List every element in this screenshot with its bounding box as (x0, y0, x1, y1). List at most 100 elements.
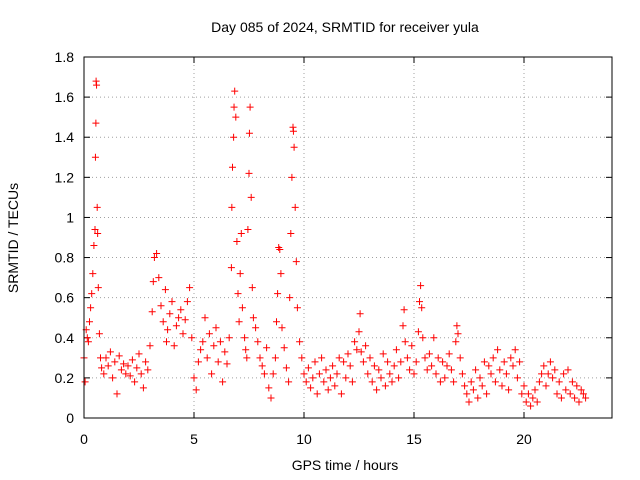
data-point (443, 362, 451, 370)
data-point (124, 362, 132, 370)
data-point (183, 298, 191, 306)
data-point (318, 354, 326, 362)
data-point (436, 378, 444, 386)
chart-title: Day 085 of 2024, SRMTID for receiver yul… (211, 19, 479, 35)
data-point (520, 382, 528, 390)
data-point (280, 344, 288, 352)
data-point (219, 378, 227, 386)
data-point (324, 386, 332, 394)
data-point (560, 370, 568, 378)
data-point (414, 328, 422, 336)
data-point (423, 366, 431, 374)
data-point (172, 322, 180, 330)
data-point (190, 374, 198, 382)
data-point (540, 362, 548, 370)
data-point (137, 370, 145, 378)
data-point (93, 203, 101, 211)
data-point (233, 238, 241, 246)
data-point (467, 378, 475, 386)
data-point (452, 338, 460, 346)
data-point (529, 394, 537, 402)
data-point (340, 358, 348, 366)
data-point (139, 384, 147, 392)
plot-frame (83, 56, 613, 419)
data-point (509, 362, 517, 370)
data-point (91, 153, 99, 161)
data-point (450, 378, 458, 386)
x-axis-label: GPS time / hours (292, 457, 399, 473)
data-point (461, 382, 469, 390)
data-point (518, 390, 526, 398)
data-point (265, 384, 273, 392)
data-point (546, 358, 554, 366)
data-point (88, 290, 96, 298)
data-point (485, 362, 493, 370)
data-point (298, 354, 306, 362)
data-point (131, 378, 139, 386)
data-point (186, 284, 194, 292)
data-point (474, 394, 482, 402)
data-point (478, 382, 486, 390)
data-point (315, 370, 323, 378)
data-point (357, 348, 365, 356)
data-point (571, 394, 579, 402)
data-point (577, 386, 585, 394)
data-point (163, 338, 170, 346)
data-point (533, 398, 541, 406)
data-point (566, 390, 574, 398)
data-point (149, 278, 157, 286)
data-point (292, 258, 300, 266)
data-point (535, 378, 543, 386)
data-point (293, 304, 301, 312)
data-point (313, 390, 321, 398)
data-point (359, 358, 367, 366)
y-tick-label: 1.4 (55, 129, 75, 145)
data-point (86, 318, 93, 326)
data-point (122, 370, 130, 378)
data-point (225, 334, 233, 342)
data-point (425, 350, 433, 358)
data-point (221, 348, 229, 356)
data-point (351, 338, 359, 346)
data-point (100, 370, 108, 378)
x-tick-label: 20 (516, 431, 532, 447)
data-point (445, 350, 453, 358)
data-point (337, 390, 345, 398)
data-point (463, 390, 471, 398)
data-point (83, 334, 91, 342)
data-point (434, 354, 442, 362)
data-point (159, 318, 167, 326)
data-point (170, 342, 178, 350)
data-point (87, 304, 95, 312)
data-point (416, 298, 423, 306)
data-point (408, 342, 416, 350)
data-point (231, 87, 239, 95)
data-point (243, 354, 251, 362)
data-point (498, 382, 506, 390)
data-point (245, 129, 253, 137)
data-point (362, 342, 370, 350)
data-point (192, 386, 200, 394)
data-point (538, 370, 546, 378)
data-point (228, 203, 236, 211)
data-point (229, 163, 236, 171)
data-point (432, 370, 440, 378)
data-point (142, 358, 150, 366)
data-point (500, 358, 508, 366)
data-point (277, 270, 285, 278)
data-point (241, 334, 249, 342)
data-point (575, 398, 583, 406)
data-point (344, 350, 352, 358)
data-point (93, 81, 101, 89)
data-point (453, 322, 461, 330)
data-point (388, 378, 396, 386)
data-point (406, 366, 414, 374)
data-point (507, 354, 515, 362)
data-point (273, 318, 280, 326)
data-point (258, 362, 266, 370)
data-point (177, 306, 185, 314)
data-point (246, 103, 254, 111)
data-point (401, 338, 409, 346)
x-tick-label: 15 (406, 431, 422, 447)
data-point (161, 286, 169, 294)
